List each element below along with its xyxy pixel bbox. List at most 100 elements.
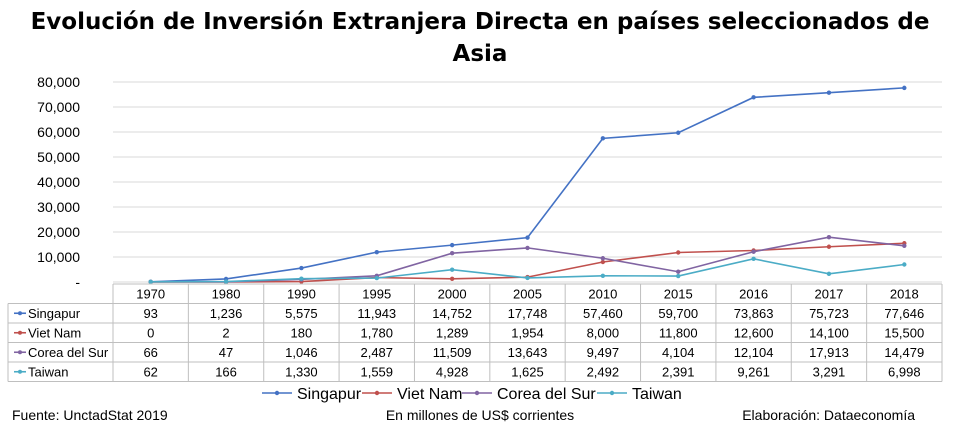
data-point (826, 244, 832, 249)
data-label: 0 (147, 326, 154, 341)
data-label: 75,723 (809, 306, 849, 321)
data-label: 180 (291, 326, 313, 341)
x-tick-label: 1995 (362, 287, 391, 302)
data-label: 9,497 (587, 345, 620, 360)
data-point (676, 130, 681, 135)
data-point (600, 259, 606, 265)
data-point (676, 273, 681, 279)
data-label: 93 (143, 306, 157, 321)
y-tick-label: 20,000 (37, 224, 80, 240)
legend-label: Taiwan (632, 386, 682, 403)
data-point (826, 90, 832, 95)
data-label: 62 (143, 365, 157, 380)
data-label: 11,943 (357, 306, 396, 321)
x-tick-label: 2017 (814, 287, 843, 302)
data-point (374, 249, 379, 255)
x-tick-label: 2015 (664, 287, 693, 302)
data-point (223, 279, 229, 284)
data-point (600, 256, 606, 261)
data-label: 15,500 (884, 326, 924, 341)
y-tick-label: 50,000 (37, 149, 80, 165)
data-point (902, 262, 907, 267)
x-tick-label: 2016 (739, 287, 768, 302)
credit-note: Elaboración: Dataeconomía (742, 407, 915, 423)
data-point (299, 276, 304, 281)
data-point (751, 249, 756, 254)
data-label: 1,954 (511, 326, 544, 341)
data-label: 17,748 (508, 306, 548, 321)
legend-marker (374, 390, 380, 396)
data-label: 3,291 (813, 365, 846, 380)
legend-label: Corea del Sur (497, 386, 596, 403)
data-point (148, 279, 153, 285)
data-label: 17,913 (809, 345, 849, 360)
data-label: 5,575 (285, 306, 318, 321)
data-point (299, 265, 304, 271)
x-tick-label: 2018 (890, 287, 919, 302)
data-label: 1,330 (285, 365, 318, 380)
data-label: 14,100 (809, 326, 849, 341)
data-point (826, 271, 832, 276)
data-point (902, 85, 907, 91)
legend-label: Singapur (297, 386, 362, 403)
data-label: 2 (222, 326, 229, 341)
data-label: 12,600 (734, 326, 774, 341)
y-tick-label: 70,000 (37, 99, 80, 115)
data-point (751, 95, 756, 100)
units-note: En millones de US$ corrientes (385, 407, 575, 423)
data-label: 1,046 (285, 345, 318, 360)
x-tick-label: 1980 (212, 287, 241, 302)
table-series-name: Viet Nam (28, 326, 81, 341)
series-line-0 (150, 87, 905, 283)
data-label: 9,261 (737, 365, 770, 380)
legend-marker (609, 390, 615, 396)
data-label: 1,559 (360, 365, 393, 380)
data-label: 2,487 (360, 345, 393, 360)
data-point (826, 235, 832, 240)
data-label: 11,509 (433, 345, 472, 360)
legend-marker (474, 390, 480, 396)
y-tick-label: 80,000 (37, 74, 80, 90)
data-label: 59,700 (658, 306, 698, 321)
y-tick-label: 60,000 (37, 124, 80, 140)
x-tick-label: 1970 (136, 287, 165, 302)
y-tick-label: 10,000 (37, 249, 80, 265)
data-label: 73,863 (734, 306, 774, 321)
table-legend-marker (18, 311, 22, 316)
data-label: 1,780 (360, 326, 393, 341)
data-label: 14,752 (432, 306, 472, 321)
data-label: 8,000 (587, 326, 620, 341)
data-point (525, 235, 530, 240)
data-label: 2,391 (662, 365, 695, 380)
table-legend-marker (18, 350, 22, 355)
data-label: 4,928 (436, 365, 469, 380)
x-tick-label: 2005 (513, 287, 542, 302)
data-point (449, 251, 455, 256)
data-point (449, 276, 455, 281)
data-label: 12,104 (734, 345, 774, 360)
data-point (676, 269, 681, 274)
data-point (902, 243, 907, 249)
x-tick-label: 2000 (438, 287, 467, 302)
data-label: 6,998 (888, 365, 921, 380)
data-point (676, 250, 681, 255)
data-point (449, 267, 455, 272)
data-label: 14,479 (884, 345, 924, 360)
data-point (751, 256, 756, 262)
data-label: 166 (215, 365, 237, 380)
chart-title: Evolución de Inversión Extranjera Direct… (30, 9, 930, 67)
source-note: Fuente: UnctadStat 2019 (12, 407, 168, 423)
data-point (600, 273, 606, 278)
data-point (525, 245, 530, 251)
y-tick-label: 30,000 (37, 199, 80, 215)
data-label: 57,460 (583, 306, 623, 321)
data-point (600, 136, 606, 141)
x-tick-label: 1990 (287, 287, 316, 302)
data-label: 1,236 (210, 306, 243, 321)
data-label: 11,800 (659, 326, 698, 341)
y-tick-label: 40,000 (37, 174, 80, 190)
y-tick-label: - (75, 274, 80, 290)
table-series-name: Taiwan (28, 365, 68, 380)
data-point (525, 275, 530, 281)
